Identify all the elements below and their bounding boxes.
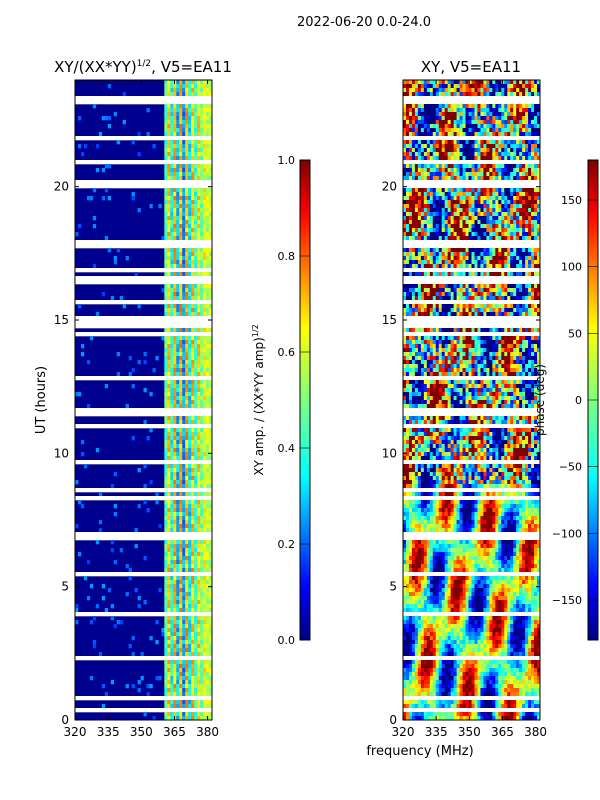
left-y-label: UT (hours) xyxy=(34,366,49,434)
colorbar-tick-label: 0.8 xyxy=(278,250,296,263)
right-panel: XY, V5=EA11 320 335 350 365 380 0 5 10 15 20 xyxy=(382,58,547,739)
left-colorbar-ticks: 0.0 0.2 0.4 0.6 0.8 1.0 xyxy=(278,154,310,647)
left-panel: XY/(XX*YY)1/2, V5=EA11 320 335 350 365 380 0… xyxy=(34,58,232,739)
x-tick-label: 365 xyxy=(491,725,514,739)
y-tick-label: 15 xyxy=(382,313,397,327)
y-tick-label: 5 xyxy=(61,580,69,594)
left-plot-frame xyxy=(74,79,213,721)
left-colorbar: 0.0 0.2 0.4 0.6 0.8 1.0 XY amp. / (XX*YY amp)… xyxy=(251,154,311,647)
x-tick-label: 350 xyxy=(458,725,481,739)
y-tick-label: 20 xyxy=(54,180,69,194)
colorbar-tick-label: 0.0 xyxy=(278,634,296,647)
colorbar-tick-label: 100 xyxy=(561,261,582,274)
x-tick-label: 380 xyxy=(196,725,219,739)
right-y-axis: 0 5 10 15 20 xyxy=(382,180,540,727)
left-heatmap xyxy=(75,80,212,720)
colorbar-tick-label: 0 xyxy=(575,394,582,407)
colorbar-tick-label: 1.0 xyxy=(278,154,296,167)
y-tick-label: 0 xyxy=(389,713,397,727)
x-tick-label: 335 xyxy=(97,725,120,739)
x-tick-label: 365 xyxy=(163,725,186,739)
y-tick-label: 15 xyxy=(54,313,69,327)
x-tick-label: 380 xyxy=(524,725,547,739)
right-colorbar-ticks: −150 −100 −50 0 50 100 150 xyxy=(552,194,598,607)
colorbar-tick-label: 150 xyxy=(561,194,582,207)
colorbar-tick-label: 50 xyxy=(568,327,582,340)
colorbar-tick-label: 0.4 xyxy=(278,442,296,455)
left-colorbar-bar xyxy=(299,159,311,641)
colorbar-tick-label: −100 xyxy=(552,527,582,540)
y-tick-label: 0 xyxy=(61,713,69,727)
right-colorbar-label: phase (deg) xyxy=(533,364,547,436)
left-panel-title: XY/(XX*YY)1/2, V5=EA11 xyxy=(54,58,232,76)
colorbar-tick-label: 0.6 xyxy=(278,346,296,359)
right-heatmap xyxy=(403,80,540,720)
y-tick-label: 10 xyxy=(54,446,69,460)
x-axis-label: frequency (MHz) xyxy=(366,744,473,759)
right-colorbar: −150 −100 −50 0 50 100 150 phase (deg) xyxy=(533,159,599,641)
y-tick-label: 20 xyxy=(382,180,397,194)
x-tick-label: 320 xyxy=(64,725,87,739)
right-plot-frame xyxy=(402,79,541,721)
left-colorbar-label: XY amp. / (XX*YY amp)1/2 xyxy=(251,324,266,475)
colorbar-tick-label: 0.2 xyxy=(278,538,296,551)
right-x-axis: 320 335 350 365 380 xyxy=(392,80,547,739)
left-y-axis: 0 5 10 15 20 xyxy=(54,180,212,727)
x-tick-label: 335 xyxy=(425,725,448,739)
colorbar-tick-label: −50 xyxy=(559,461,582,474)
x-tick-label: 320 xyxy=(392,725,415,739)
x-tick-label: 350 xyxy=(130,725,153,739)
colorbar-tick-label: −150 xyxy=(552,594,582,607)
left-x-axis: 320 335 350 365 380 xyxy=(64,80,219,739)
y-tick-label: 5 xyxy=(389,580,397,594)
y-tick-label: 10 xyxy=(382,446,397,460)
figure-title: 2022-06-20 0.0-24.0 xyxy=(297,15,431,30)
right-panel-title: XY, V5=EA11 xyxy=(421,58,521,76)
